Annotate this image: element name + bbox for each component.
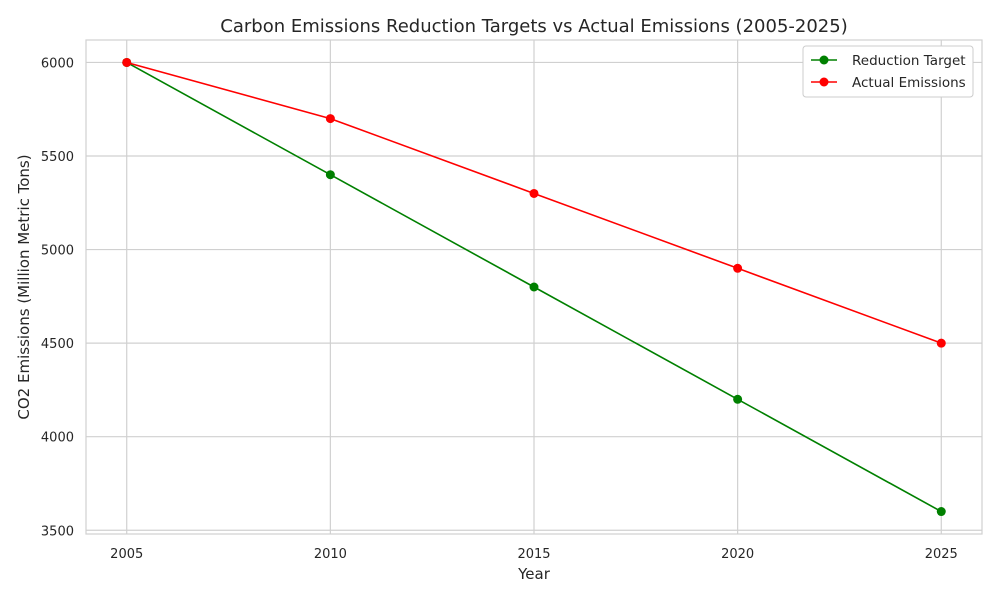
data-point-reduction-target-2015 (529, 282, 539, 292)
legend-label-actual-emissions: Actual Emissions (852, 75, 966, 91)
plot-area-frame (85, 39, 983, 535)
legend-marker-reduction-target (819, 55, 829, 65)
data-point-actual-emissions-2020 (733, 263, 743, 273)
legend-label-reduction-target: Reduction Target (852, 53, 966, 69)
data-point-reduction-target-2010 (325, 170, 335, 180)
x-tick-label-2005: 2005 (110, 547, 143, 562)
legend-box (802, 45, 974, 98)
data-point-actual-emissions-2005 (122, 57, 132, 67)
legend: Reduction Target Actual Emissions (802, 45, 974, 98)
data-point-reduction-target-2025 (936, 507, 946, 517)
y-tick-label-4500: 4500 (41, 337, 74, 352)
chart-title: Carbon Emissions Reduction Targets vs Ac… (220, 16, 847, 37)
y-tick-label-5000: 5000 (41, 244, 74, 259)
x-tick-label-2025: 2025 (925, 547, 958, 562)
data-point-actual-emissions-2010 (325, 114, 335, 124)
y-tick-label-3500: 3500 (41, 524, 74, 539)
data-point-actual-emissions-2015 (529, 188, 539, 198)
data-point-actual-emissions-2025 (936, 338, 946, 348)
legend-marker-actual-emissions (819, 77, 829, 87)
tick-labels: 2005 2010 2015 2020 2025 3500 4000 4500 5000 5500… (41, 56, 958, 562)
x-tick-label-2020: 2020 (721, 547, 754, 562)
y-tick-label-5500: 5500 (41, 150, 74, 165)
series-layer (122, 57, 946, 517)
x-tick-label-2010: 2010 (314, 547, 347, 562)
y-tick-label-6000: 6000 (41, 56, 74, 71)
y-tick-label-4000: 4000 (41, 431, 74, 446)
data-point-reduction-target-2020 (733, 394, 743, 404)
grid (86, 40, 982, 534)
series-actual-emissions (122, 57, 946, 348)
y-axis-label: CO2 Emissions (Million Metric Tons) (15, 154, 33, 419)
x-tick-label-2015: 2015 (517, 547, 550, 562)
x-axis-label: Year (517, 565, 551, 583)
